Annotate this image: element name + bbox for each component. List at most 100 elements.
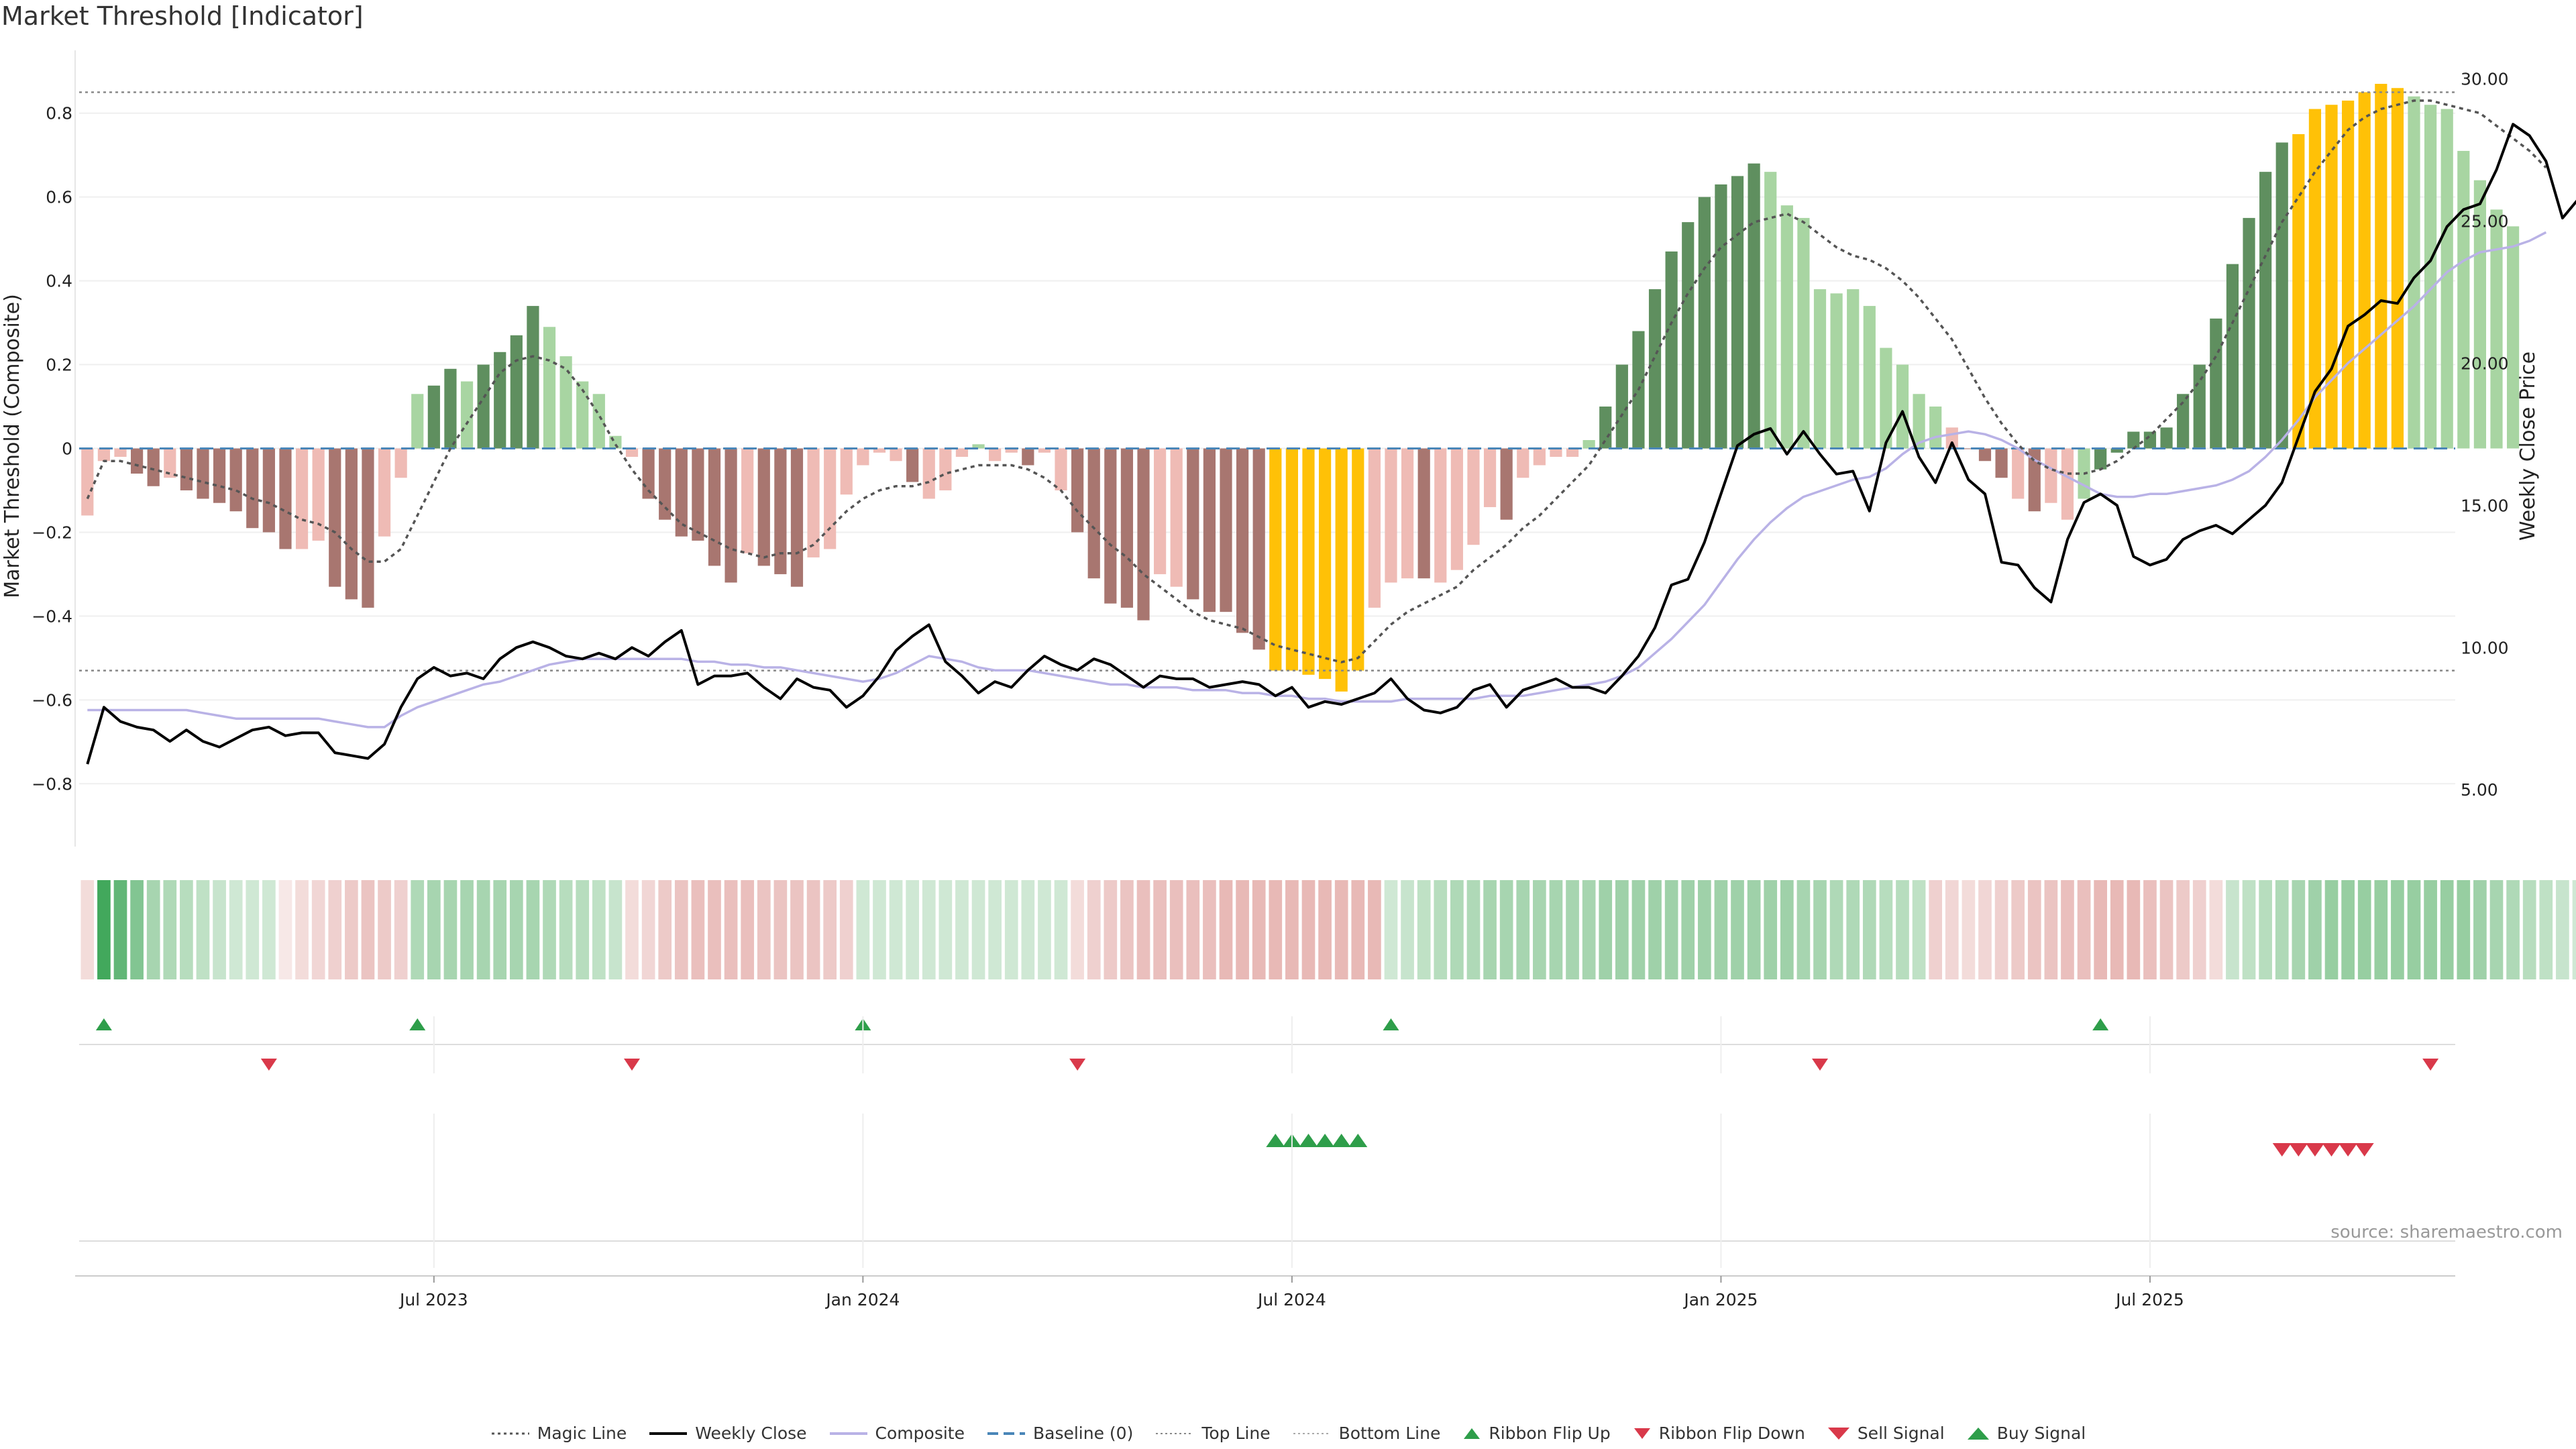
sell-signal-marker [2339, 1143, 2358, 1157]
composite-bar [2375, 83, 2387, 449]
ribbon-cell [196, 880, 210, 979]
composite-bar [2457, 150, 2470, 449]
ribbon-cell [1368, 880, 1381, 979]
y-tick-right: 10.00 [2461, 638, 2509, 657]
x-tick-label: Jan 2024 [824, 1290, 900, 1309]
ribbon-cell [922, 880, 936, 979]
composite-bar [2506, 226, 2520, 449]
ribbon-cell [443, 880, 458, 979]
ribbon-cell [1384, 880, 1398, 979]
ribbon-cell [2473, 880, 2487, 979]
legend-label: Buy Signal [1996, 1424, 2086, 1443]
ribbon-cell [1731, 880, 1744, 979]
composite-bar [1385, 448, 1397, 583]
ribbon-cell [1566, 880, 1579, 979]
legend: Magic Line Weekly Close Composite Baseli… [0, 1424, 2576, 1443]
y-tick-right: 5.00 [2461, 780, 2498, 800]
composite-bar [1797, 217, 1810, 449]
y-tick-left: −0.4 [32, 606, 72, 626]
legend-label: Magic Line [537, 1424, 627, 1443]
composite-bar [362, 448, 374, 608]
composite-bar [2308, 109, 2322, 449]
composite-bar [1187, 448, 1199, 600]
ribbon-cell [1038, 880, 1051, 979]
ribbon-cell [1664, 880, 1678, 979]
ribbon-flip-up-marker [409, 1018, 426, 1030]
ribbon-cell [2259, 880, 2272, 979]
ribbon-cell [2572, 880, 2576, 979]
composite-bar [527, 306, 539, 449]
ribbon-cell [773, 880, 788, 979]
ribbon-cell [1829, 880, 1843, 979]
ribbon-cell [180, 880, 193, 979]
source-credit: source: sharemaestro.com [2330, 1222, 2563, 1242]
composite-bar [824, 448, 837, 549]
composite-bar [989, 448, 1002, 462]
ribbon-cell [608, 880, 623, 979]
ribbon-cell [1648, 880, 1662, 979]
composite-bar [1120, 448, 1134, 608]
composite-bars [81, 83, 2520, 692]
ribbon-cell [543, 880, 556, 979]
x-tick-label: Jul 2024 [1256, 1290, 1326, 1309]
composite-bar [741, 448, 754, 553]
ribbon-cell [658, 880, 672, 979]
composite-bar [1566, 448, 1579, 457]
ribbon-cell [460, 880, 474, 979]
composite-bar [1715, 184, 1727, 449]
composite-bar [1648, 289, 1662, 449]
composite-bar [1929, 407, 1942, 449]
composite-bar [2325, 105, 2338, 449]
composite-bar [1863, 306, 1876, 449]
ribbon-cell [741, 880, 755, 979]
legend-item-buy-signal: Buy Signal [1966, 1424, 2086, 1443]
buy-signal-marker [1332, 1134, 1351, 1147]
composite-bar [1220, 448, 1232, 612]
composite-line [87, 231, 2547, 729]
legend-item-ribbon-flip-up: Ribbon Flip Up [1462, 1424, 1611, 1443]
ribbon-cell [724, 880, 738, 979]
composite-bar [2028, 448, 2041, 512]
ribbon-cell [559, 880, 573, 979]
composite-bar [1500, 448, 1513, 520]
composite-bar [1533, 448, 1546, 466]
ribbon-cell [1236, 880, 1249, 979]
composite-bar [1599, 407, 1612, 449]
legend-label: Baseline (0) [1032, 1424, 1134, 1443]
composite-bar [411, 394, 424, 449]
sell-signal-marker [2272, 1143, 2292, 1157]
ribbon-cell [1450, 880, 1464, 979]
x-tick-label: Jan 2025 [1682, 1290, 1758, 1309]
legend-item-ribbon-flip-down: Ribbon Flip Down [1632, 1424, 1805, 1443]
composite-bar [114, 448, 127, 457]
ribbon-cell [130, 880, 144, 979]
composite-bar [625, 448, 639, 457]
ribbon-cell [889, 880, 903, 979]
ribbon-cell [2027, 880, 2041, 979]
ribbon-flip-up-marker [2092, 1018, 2109, 1030]
legend-label: Bottom Line [1338, 1424, 1441, 1443]
composite-bar [2440, 109, 2453, 449]
ribbon-cell [1747, 880, 1761, 979]
ribbon-cell [2324, 880, 2339, 979]
ribbon-cell [295, 880, 309, 979]
ribbon-cell [1516, 880, 1530, 979]
composite-bar [1550, 448, 1562, 457]
sell-triangle-icon [1827, 1427, 1849, 1440]
ribbon-cell [708, 880, 721, 979]
y-tick-right: 30.00 [2461, 69, 2509, 89]
composite-bar [2110, 448, 2123, 453]
ribbon-cell [1813, 880, 1827, 979]
composite-bar [1682, 222, 1695, 449]
ribbon-cell [113, 880, 127, 979]
ribbon-cell [806, 880, 820, 979]
y-tick-left: −0.6 [32, 690, 72, 710]
grid-layer [74, 50, 2455, 847]
composite-bar [2177, 394, 2190, 449]
legend-item-baseline: Baseline (0) [986, 1424, 1133, 1443]
y-tick-left: 0.8 [46, 104, 72, 123]
ribbon-cell [1169, 880, 1183, 979]
y-tick-left: 0.4 [46, 272, 72, 291]
composite-bar [1038, 448, 1051, 453]
composite-bar [295, 448, 309, 549]
